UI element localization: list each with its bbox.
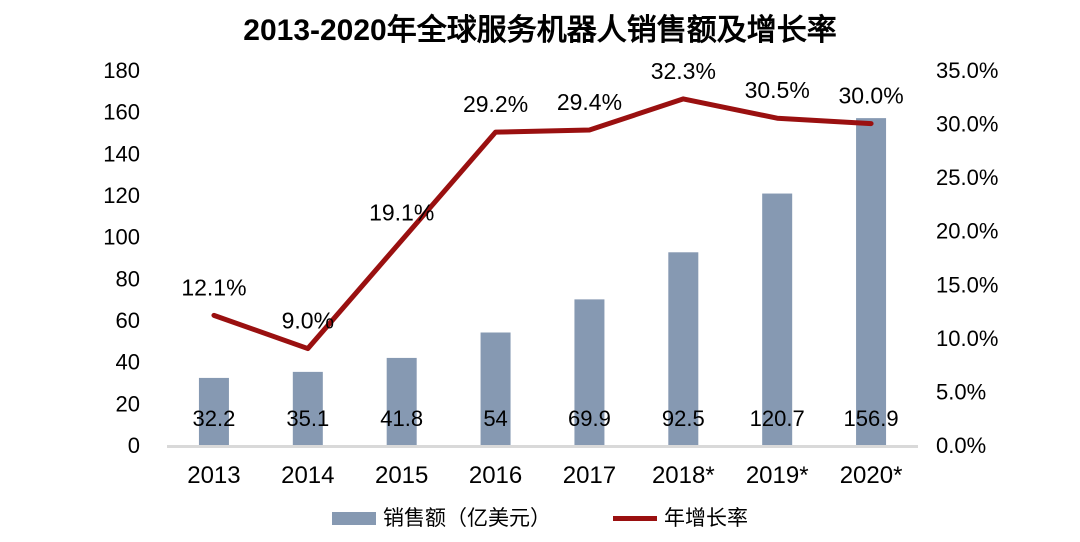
left-axis-tick: 80	[116, 266, 140, 291]
bar-value-label: 120.7	[750, 406, 805, 431]
bar-2020*	[856, 118, 887, 445]
growth-rate-line	[211, 96, 874, 352]
left-axis-tick: 0	[128, 433, 140, 458]
right-axis-tick: 25.0%	[936, 165, 998, 190]
bar-2016	[480, 332, 511, 445]
right-axis-tick: 0.0%	[936, 433, 986, 458]
bar-2017	[574, 299, 605, 445]
x-axis-label: 2013	[187, 462, 240, 489]
right-axis-tick: 35.0%	[936, 58, 998, 83]
x-axis-label: 2020*	[840, 462, 903, 489]
bar-2014	[292, 371, 323, 445]
left-axis-tick: 100	[103, 225, 140, 250]
growth-rate-label: 30.0%	[838, 83, 903, 109]
x-axis-label: 2017	[563, 462, 616, 489]
x-axis-label: 2016	[469, 462, 522, 489]
growth-rate-label: 32.3%	[651, 58, 716, 84]
bar-2018*	[668, 252, 699, 445]
legend-label-growth: 年增长率	[664, 507, 748, 530]
bar-value-label: 35.1	[286, 406, 329, 431]
left-axis-tick: 40	[116, 350, 140, 375]
legend-label-sales: 销售额（亿美元）	[383, 507, 551, 530]
growth-rate-label: 12.1%	[181, 274, 246, 300]
bar-value-label: 92.5	[662, 406, 705, 431]
legend-item-growth: 年增长率	[613, 508, 748, 529]
left-axis-tick: 180	[103, 58, 140, 83]
line-series-swatch-icon	[613, 516, 657, 521]
growth-rate-label: 30.5%	[745, 77, 810, 103]
chart-legend: 销售额（亿美元） 年增长率	[0, 508, 1080, 529]
x-axis-label: 2014	[281, 462, 334, 489]
bar-2019*	[762, 193, 793, 445]
bar-value-label: 69.9	[568, 406, 611, 431]
bar-value-label: 41.8	[380, 406, 423, 431]
growth-rate-label: 29.2%	[463, 91, 528, 117]
x-axis-label: 2019*	[746, 462, 809, 489]
x-axis-label: 2015	[375, 462, 428, 489]
legend-item-sales: 销售额（亿美元）	[332, 508, 551, 529]
x-axis-label: 2018*	[652, 462, 715, 489]
growth-rate-label: 29.4%	[557, 89, 622, 115]
growth-rate-label: 9.0%	[282, 308, 334, 334]
right-axis-tick: 20.0%	[936, 219, 998, 244]
bar-value-label: 32.2	[193, 406, 236, 431]
left-axis-tick: 60	[116, 308, 140, 333]
right-axis-tick: 10.0%	[936, 326, 998, 351]
bar-value-label: 156.9	[844, 406, 899, 431]
left-axis-tick: 20	[116, 391, 140, 416]
right-axis-tick: 30.0%	[936, 112, 998, 137]
right-axis-tick: 5.0%	[936, 379, 986, 404]
bar-2013	[198, 377, 229, 445]
right-axis-tick: 15.0%	[936, 272, 998, 297]
growth-rate-label: 19.1%	[369, 199, 434, 225]
bar-value-label: 54	[483, 406, 507, 431]
left-axis-tick: 120	[103, 183, 140, 208]
left-axis-tick: 140	[103, 141, 140, 166]
left-axis-tick: 160	[103, 100, 140, 125]
chart-title: 2013-2020年全球服务机器人销售额及增长率	[243, 14, 837, 47]
bar-series-swatch-icon	[332, 512, 376, 525]
bar-2015	[386, 357, 417, 445]
